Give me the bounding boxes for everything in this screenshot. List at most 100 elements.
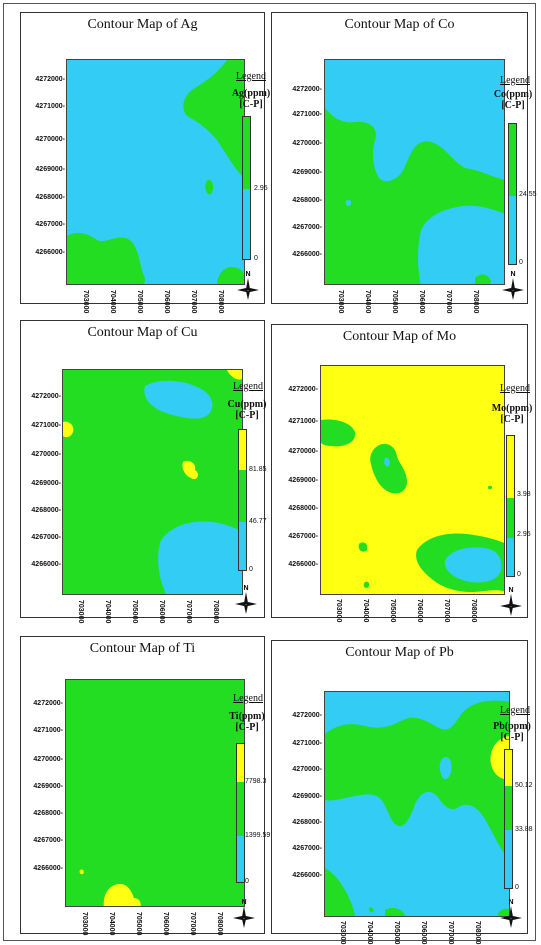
legend-unit: Ag(ppm) [231,88,271,99]
x-tick: 706000 [163,290,170,314]
zone-low [158,521,242,594]
y-tick: 4266000- [292,872,322,879]
zone-high [63,421,74,438]
x-tick: 706000 [420,921,427,945]
zone-mid [67,233,145,284]
y-tick: 4272000- [292,712,322,719]
y-tick: 4271000- [33,727,63,734]
legend-color-bar [506,435,515,577]
panel-ag: Contour Map of Ag 4272000- 4271000- 4270… [20,12,270,313]
x-tick: 705000 [135,912,142,936]
legend-band-low [507,538,514,576]
legend-band-high [505,750,512,786]
legend-value: 3.98 [517,491,531,498]
contour-map-co[interactable] [324,59,505,285]
y-tick: 4267000- [35,221,65,228]
x-tick: 704000 [108,912,115,936]
legend-unit: Mo(ppm) [491,403,533,414]
x-tick: 704000 [109,290,116,314]
legend-band-mid [237,782,244,836]
y-tick: 4267000- [288,533,318,540]
map-title: Contour Map of Cu [87,325,198,340]
contour-map-cu[interactable] [62,369,243,595]
north-label: N [245,271,250,278]
legend-heading: Legend [500,705,530,716]
y-tick: 4270000- [31,451,61,458]
north-arrow-icon: N [500,587,522,616]
x-tick: 707000 [185,600,192,624]
contour-map-ti[interactable] [65,679,245,907]
contour-map-ag[interactable] [66,59,245,285]
north-arrow-icon: N [502,271,524,300]
north-arrow-icon: N [237,271,259,300]
legend-value: 7798.3 [245,778,267,785]
x-tick: 708000 [474,921,481,945]
map-title: Contour Map of Ti [89,641,196,656]
x-tick: 703000 [81,912,88,936]
x-tick: 708000 [472,290,479,314]
y-tick: 4267000- [33,837,63,844]
legend-band-high [239,430,246,470]
legend-value: 2.95 [517,531,531,538]
y-tick: 4266000- [31,561,61,568]
north-label: N [243,585,248,592]
legend-heading: Legend [500,383,530,394]
zone-high [79,869,84,875]
x-tick: 707000 [190,290,197,314]
legend-band-mid [507,498,514,538]
zone-low [384,457,390,467]
north-label: N [241,899,246,906]
contour-map-mo[interactable] [320,365,505,595]
y-tick: 4269000- [292,169,322,176]
legend-heading: Legend [233,381,263,392]
x-tick: 708000 [216,912,223,936]
y-tick: 4268000- [288,505,318,512]
zone-low [144,380,213,419]
legend-color-bar [238,429,247,571]
x-tick: 704000 [362,599,369,623]
x-tick: 706000 [162,912,169,936]
y-tick: 4266000- [292,251,322,258]
legend-band-low [239,522,246,570]
legend-unit: Cu(ppm) [227,399,267,410]
north-arrow-icon: N [500,899,522,928]
x-tick: 707000 [447,921,454,945]
x-tick: 708000 [212,600,219,624]
zone-high [227,370,242,380]
legend-color-bar [236,743,245,883]
north-label: N [508,587,513,594]
panel-ti: Contour Map of Ti 4272000- 4271000- 4270… [20,636,270,936]
legend-band-mid [243,117,250,189]
x-tick: 703000 [82,290,89,314]
x-tick: 703000 [335,599,342,623]
zone-mid [475,274,491,284]
panel-pb: Contour Map of Pb 4272000- 4271000- 4270… [271,640,533,944]
contour-map-pb[interactable] [324,691,510,917]
y-tick: 4266000- [35,249,65,256]
zone-low [325,60,504,182]
y-tick: 4269000- [292,793,322,800]
legend-heading: Legend [236,71,266,82]
y-tick: 4269000- [35,166,65,173]
zone-low [325,72,340,108]
x-tick: 705000 [136,290,143,314]
legend-sub: [C-P] [500,732,524,743]
zone-high [103,884,141,906]
panel-mo: Contour Map of Mo 4272000- 4271000- 4270… [271,324,532,622]
legend-value: 0 [245,878,249,885]
x-tick: 705000 [391,290,398,314]
legend-unit: Ti(ppm) [229,711,265,722]
y-tick: 4272000- [288,386,318,393]
x-tick: 703000 [337,290,344,314]
y-tick: 4268000- [35,194,65,201]
x-tick: 708000 [470,599,477,623]
y-tick: 4272000- [31,393,61,400]
map-title: Contour Map of Co [344,17,455,32]
legend-value: 50.12 [515,782,533,789]
x-tick: 704000 [366,921,373,945]
y-tick: 4271000- [35,103,65,110]
legend-value: 24.55 [519,191,537,198]
legend-color-bar [242,116,251,260]
x-tick: 706000 [158,600,165,624]
panel-cu: Contour Map of Cu 4272000- 4271000- 4270… [20,320,267,623]
